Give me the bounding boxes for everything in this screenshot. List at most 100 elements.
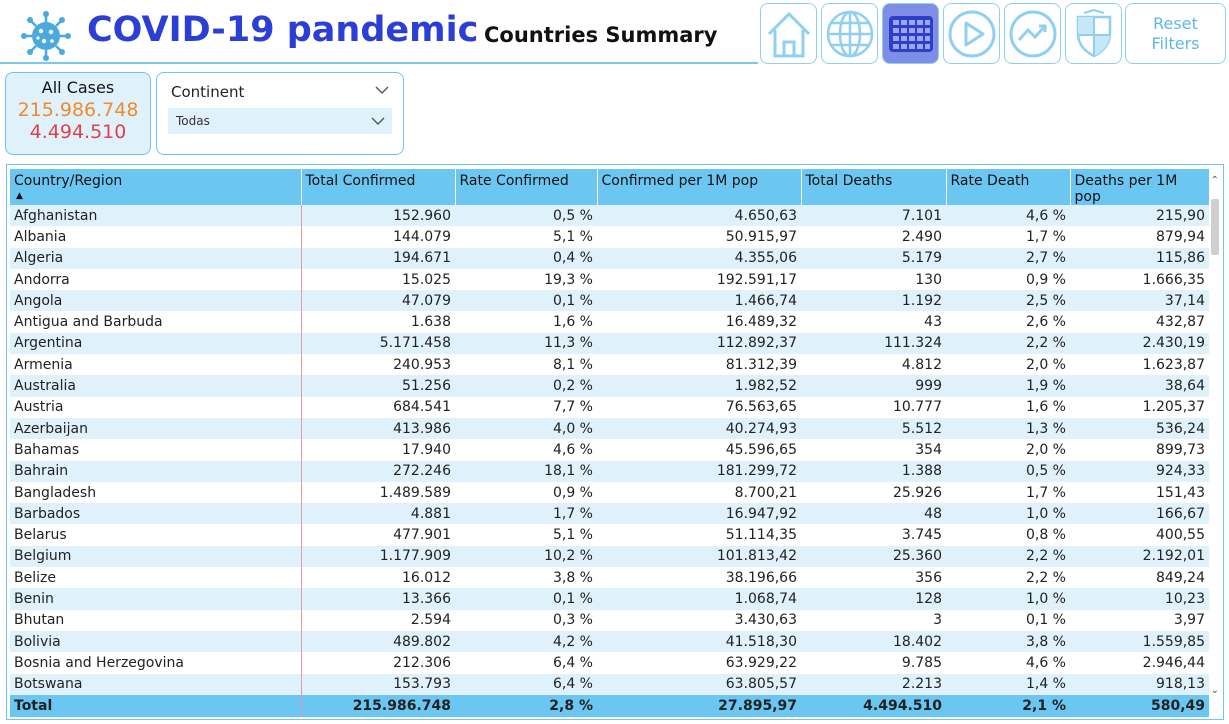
table-row[interactable]: Bhutan 2.594 0,3 % 3.430,63 3 0,1 % 3,97 [10, 609, 1209, 631]
table-row[interactable]: Angola 47.079 0,1 % 1.466,74 1.192 2,5 % 37,14 [10, 290, 1209, 312]
trend-icon [1009, 10, 1056, 57]
table-cell: 10,2 % [455, 545, 597, 568]
table-row[interactable]: Albania 144.079 5,1 % 50.915,97 2.490 1,7 % 87… [10, 226, 1209, 248]
table-cell: 1.192 [801, 290, 946, 312]
chevron-down-icon[interactable] [375, 85, 389, 95]
table-cell: 1.559,85 [1070, 630, 1209, 653]
column-header-total-deaths[interactable]: Total Deaths [801, 169, 947, 205]
table-row[interactable]: Belize 16.012 3,8 % 38.196,66 356 2,2 % 849,24 [10, 567, 1209, 589]
table-cell: 899,73 [1070, 439, 1209, 461]
table-cell: 1.205,37 [1070, 396, 1209, 418]
table-cell: 40.274,93 [597, 417, 801, 440]
total-confirmed-value: 215.986.748 [17, 99, 139, 121]
table-row[interactable]: Bolivia 489.802 4,2 % 41.518,30 18.402 3,8 % 1… [10, 630, 1209, 653]
table-cell: 215,90 [1070, 205, 1209, 227]
table-row[interactable]: Belarus 477.901 5,1 % 51.114,35 3.745 0,8 % 40… [10, 524, 1209, 546]
table-cell: 3.430,63 [597, 609, 801, 631]
total-cell: Total [10, 694, 302, 717]
column-header-deaths-per-1m[interactable]: Deaths per 1M pop [1070, 169, 1210, 205]
column-header-total-confirmed[interactable]: Total Confirmed [301, 169, 456, 205]
table-cell: 0,9 % [946, 268, 1070, 291]
table-row[interactable]: Armenia 240.953 8,1 % 81.312,39 4.812 2,0 % 1.… [10, 354, 1209, 376]
column-header-rate-confirmed[interactable]: Rate Confirmed [455, 169, 598, 205]
reset-filters-button[interactable]: Reset Filters [1125, 3, 1226, 64]
table-cell: 194.671 [301, 247, 455, 269]
table-cell: 2,2 % [946, 545, 1070, 568]
table-cell: 1,9 % [946, 375, 1070, 397]
table-row[interactable]: Bahrain 272.246 18,1 % 181.299,72 1.388 0,5 %… [10, 460, 1209, 482]
table-cell: 1,6 % [946, 396, 1070, 418]
table-row[interactable]: Antigua and Barbuda 1.638 1,6 % 16.489,32 43… [10, 311, 1209, 333]
continent-dropdown[interactable]: Todas [168, 108, 392, 134]
total-cell: 215.986.748 [301, 694, 455, 717]
table-cell: 0,8 % [946, 524, 1070, 546]
table-cell: 5.171.458 [301, 332, 455, 355]
table-cell: 9.785 [801, 652, 946, 674]
table-row[interactable]: Bahamas 17.940 4,6 % 45.596,65 354 2,0 % 899,7… [10, 439, 1209, 461]
table-cell: 2,6 % [946, 311, 1070, 333]
table-cell: 8,1 % [455, 354, 597, 376]
all-cases-label: All Cases [41, 78, 115, 97]
table-row[interactable]: Azerbaijan 413.986 4,0 % 40.274,93 5.512 1,3 … [10, 417, 1209, 440]
globe-button[interactable] [821, 3, 878, 64]
column-header-confirmed-per-1m[interactable]: Confirmed per 1M pop [597, 169, 802, 205]
table-cell: 144.079 [301, 226, 455, 248]
scroll-down-icon[interactable]: ⌄ [1210, 685, 1219, 696]
table-row[interactable]: Barbados 4.881 1,7 % 16.947,92 48 1,0 % 166,67 [10, 503, 1209, 525]
table-cell: 1,7 % [946, 226, 1070, 248]
table-header-row: Country/Region ▲ Total Confirmed Rate Con… [10, 169, 1210, 205]
table-cell: 5,1 % [455, 524, 597, 546]
home-button[interactable] [760, 3, 817, 64]
table-row[interactable]: Algeria 194.671 0,4 % 4.355,06 5.179 2,7 % 115… [10, 247, 1209, 269]
table-cell: 5.179 [801, 247, 946, 269]
table-cell: 128 [801, 588, 946, 610]
table-cell: 1.982,52 [597, 375, 801, 397]
table-cell: 2.430,19 [1070, 332, 1209, 355]
table-cell: 2.594 [301, 609, 455, 631]
table-cell: 400,55 [1070, 524, 1209, 546]
university-button[interactable] [1065, 3, 1122, 64]
column-header-country[interactable]: Country/Region ▲ [10, 169, 302, 205]
table-cell: 1.666,35 [1070, 268, 1209, 291]
table-cell: 37,14 [1070, 290, 1209, 312]
table-row[interactable]: Benin 13.366 0,1 % 1.068,74 128 1,0 % 10,23 [10, 588, 1209, 610]
table-cell: 2.213 [801, 673, 946, 695]
vertical-scrollbar-thumb[interactable] [1211, 199, 1219, 255]
table-cell: 112.892,37 [597, 332, 801, 355]
table-row[interactable]: Australia 51.256 0,2 % 1.982,52 999 1,9 % 38,6… [10, 375, 1209, 397]
table-cell: 25.926 [801, 481, 946, 504]
trend-button[interactable] [1004, 3, 1061, 64]
table-row[interactable]: Andorra 15.025 19,3 % 192.591,17 130 0,9 % 1.6… [10, 268, 1209, 291]
table-cell: 8.700,21 [597, 481, 801, 504]
table-cell: 4,6 % [946, 652, 1070, 674]
table-cell: 3,8 % [455, 567, 597, 589]
play-button[interactable] [943, 3, 1000, 64]
table-grid-button[interactable] [882, 3, 939, 64]
table-row[interactable]: Afghanistan 152.960 0,5 % 4.650,63 7.101 4,6 … [10, 205, 1209, 227]
table-cell: 3,8 % [946, 630, 1070, 653]
table-cell: Afghanistan [10, 205, 302, 227]
table-cell: 16.489,32 [597, 311, 801, 333]
table-cell: 477.901 [301, 524, 455, 546]
table-cell: 212.306 [301, 652, 455, 674]
column-header-rate-death[interactable]: Rate Death [946, 169, 1071, 205]
table-cell: Belarus [10, 524, 302, 546]
table-cell: 166,67 [1070, 503, 1209, 525]
table-row[interactable]: Belgium 1.177.909 10,2 % 101.813,42 25.360 2,… [10, 545, 1209, 568]
table-cell: 45.596,65 [597, 439, 801, 461]
table-cell: Bahrain [10, 460, 302, 482]
table-cell: 1.638 [301, 311, 455, 333]
table-cell: 272.246 [301, 460, 455, 482]
table-row[interactable]: Botswana 153.793 6,4 % 63.805,57 2.213 1,4 % 9… [10, 673, 1209, 695]
table-row[interactable]: Bangladesh 1.489.589 0,9 % 8.700,21 25.926 1,… [10, 481, 1209, 504]
total-cell: 580,49 [1070, 694, 1209, 717]
table-cell: 38,64 [1070, 375, 1209, 397]
table-row[interactable]: Bosnia and Herzegovina 212.306 6,4 % 63.929… [10, 652, 1209, 674]
table-row[interactable]: Argentina 5.171.458 11,3 % 112.892,37 111.32… [10, 332, 1209, 355]
scroll-up-icon[interactable]: ⌃ [1210, 175, 1219, 186]
table-row[interactable]: Austria 684.541 7,7 % 76.563,65 10.777 1,6 % 1… [10, 396, 1209, 418]
virus-logo-icon [20, 10, 72, 62]
table-cell: 63.929,22 [597, 652, 801, 674]
table-cell: 536,24 [1070, 417, 1209, 440]
table-cell: 181.299,72 [597, 460, 801, 482]
